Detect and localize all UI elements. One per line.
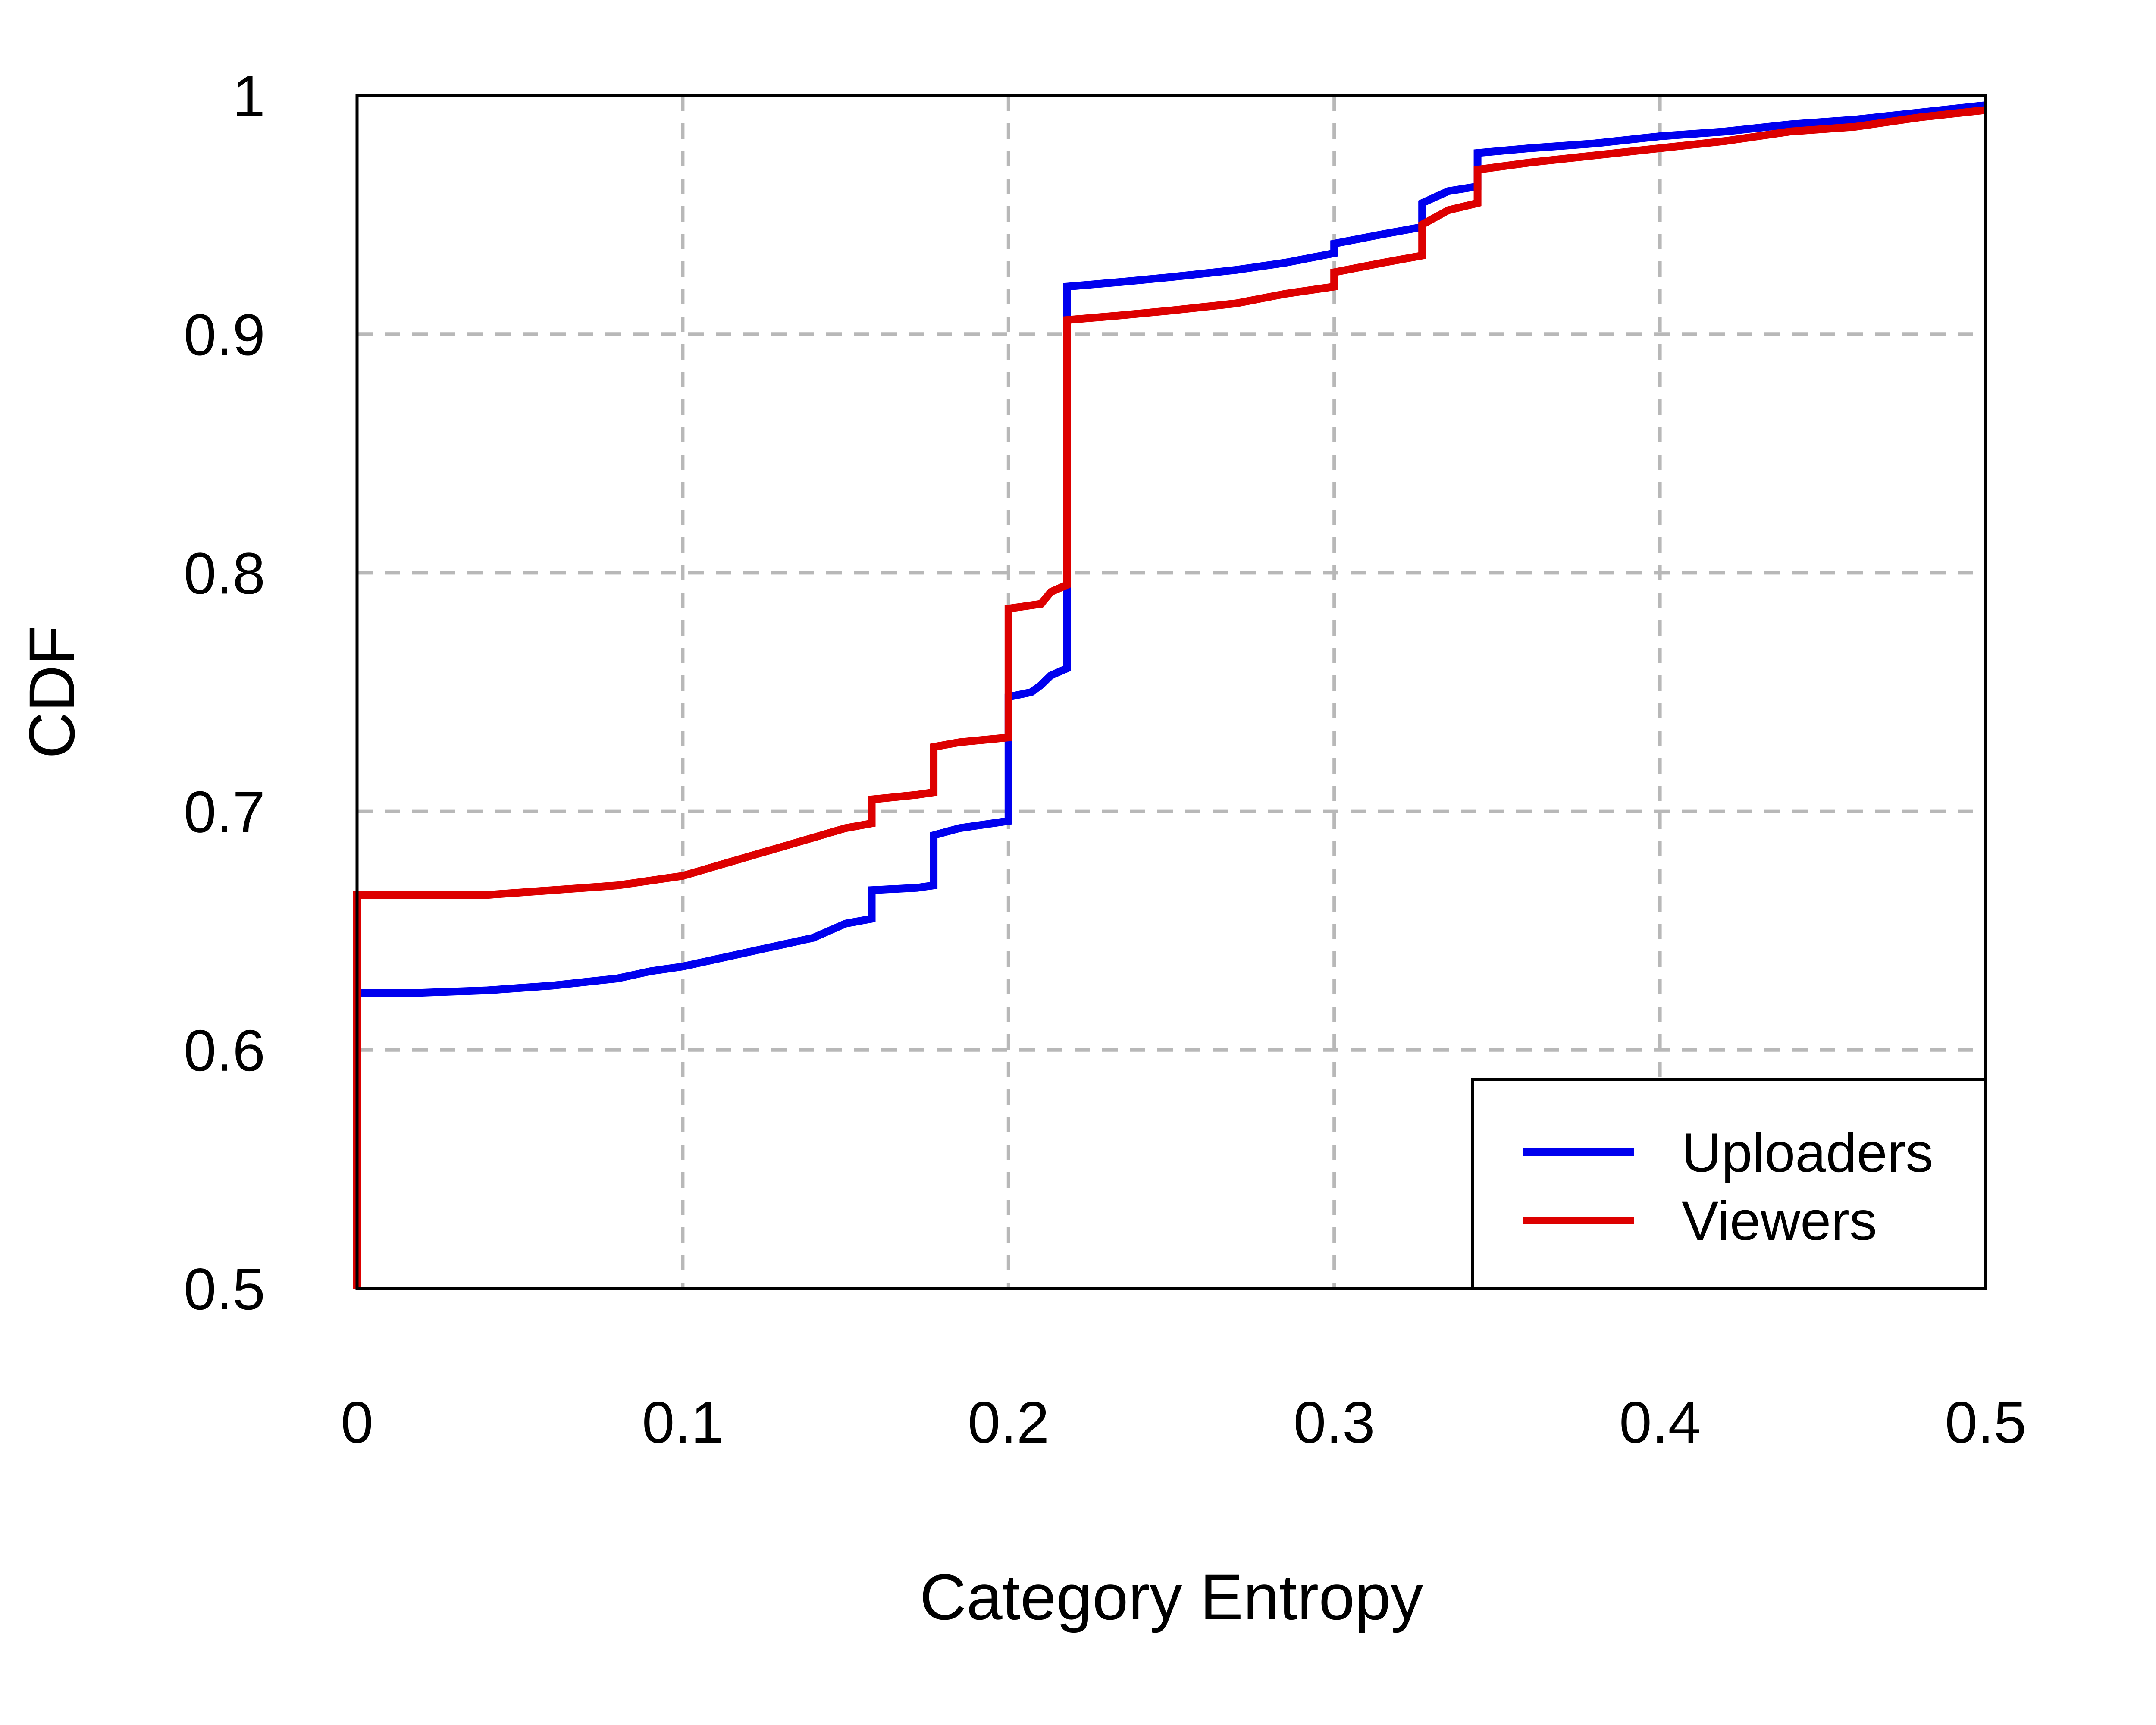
plot-area-frame	[355, 94, 1987, 1290]
y-tick-label-5: 1	[232, 63, 265, 129]
y-axis-label: CDF	[16, 626, 88, 759]
tick-labels: 0 0.1 0.2 0.3 0.4 0.5 0.5 0.6 0.7 0.8 0.9 1	[184, 63, 2027, 1455]
x-axis-label: Category Entropy	[920, 1561, 1423, 1633]
y-tick-label-3: 0.8	[184, 540, 265, 606]
y-tick-label-0: 0.5	[184, 1256, 265, 1322]
series-line-uploaders	[353, 101, 1986, 1289]
x-tick-label-0: 0	[341, 1389, 373, 1455]
y-tick-label-1: 0.6	[184, 1018, 265, 1083]
x-tick-label-3: 0.3	[1294, 1389, 1375, 1455]
legend-label-viewers: Viewers	[1682, 1190, 1877, 1252]
series-line-viewers	[353, 106, 1986, 1289]
y-tick-label-2: 0.7	[184, 779, 265, 845]
x-tick-label-2: 0.2	[968, 1389, 1049, 1455]
y-tick-label-4: 0.9	[184, 302, 265, 367]
x-tick-label-1: 0.1	[642, 1389, 724, 1455]
legend-label-uploaders: Uploaders	[1682, 1122, 1933, 1184]
legend: Uploaders Viewers	[1471, 1078, 1987, 1290]
x-tick-label-5: 0.5	[1945, 1389, 2026, 1455]
legend-box	[1471, 1078, 1987, 1290]
x-tick-label-4: 0.4	[1619, 1389, 1701, 1455]
series-lines	[353, 101, 1986, 1289]
